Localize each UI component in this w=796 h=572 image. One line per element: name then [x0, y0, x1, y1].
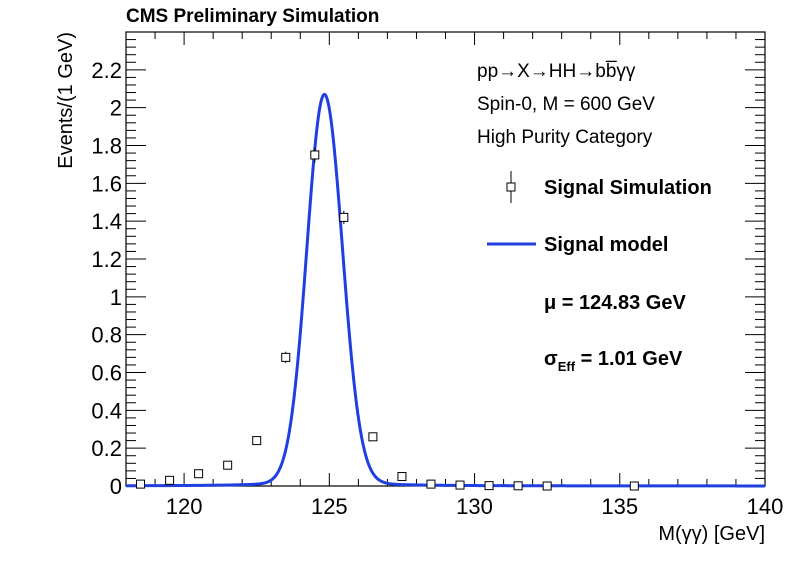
data-point-marker [455, 480, 465, 490]
data-point-marker [542, 481, 552, 491]
x-tick-labels: 120 125 130 135 140 [166, 494, 784, 519]
y-tick-label: 0.8 [91, 323, 122, 348]
y-tick-label: 0.6 [91, 361, 122, 386]
data-point-marker [339, 212, 349, 222]
sigma-value: = 1.01 GeV [575, 348, 683, 370]
data-point [281, 351, 291, 364]
y-tick-label: 2 [110, 96, 122, 121]
x-axis-title: M(γγ) [GeV] [658, 523, 765, 545]
data-point-marker [397, 472, 407, 482]
data-point-marker [310, 150, 320, 160]
legend-simulation: Signal Simulation [506, 171, 712, 203]
y-tick-labels: 0 0.2 0.4 0.6 0.8 1 1.2 1.4 1.6 1.8 2 2.2 [91, 58, 122, 499]
data-point [397, 472, 407, 482]
data-point-marker [136, 479, 146, 489]
x-tick-label: 130 [456, 494, 493, 519]
legend-simulation-label: Signal Simulation [544, 177, 712, 199]
y-tick-label: 0 [110, 474, 122, 499]
data-point [368, 432, 378, 442]
data-point [223, 460, 233, 470]
legend-simulation-marker [506, 182, 516, 192]
y-tick-label: 1.2 [91, 247, 122, 272]
data-point-marker [252, 436, 262, 446]
data-point-marker [629, 481, 639, 491]
x-tick-label: 120 [166, 494, 203, 519]
sigma-symbol: σ [544, 348, 558, 370]
data-point-marker [223, 460, 233, 470]
chart-title: CMS Preliminary Simulation [126, 6, 379, 27]
data-point [252, 436, 262, 446]
data-point [310, 147, 320, 163]
data-point [629, 481, 639, 491]
y-tick-label: 0.2 [91, 436, 122, 461]
data-point [339, 210, 349, 225]
data-point [513, 481, 523, 491]
y-tick-label: 1 [110, 285, 122, 310]
info-line-process: pp→X→HH→bb̅γγ [477, 61, 636, 82]
data-point [484, 481, 494, 491]
x-axis-ticks [125, 32, 766, 486]
data-point [165, 475, 175, 485]
y-tick-label: 0.4 [91, 398, 122, 423]
plot-frame [125, 31, 766, 487]
data-point [136, 479, 146, 489]
y-tick-label: 1.4 [91, 209, 122, 234]
sigma-annotation: σEff = 1.01 GeV [544, 348, 683, 374]
signal-model-curve [126, 92, 765, 488]
data-point [194, 469, 204, 479]
x-tick-label: 125 [311, 494, 348, 519]
legend-model: Signal model [487, 234, 668, 256]
signal-simulation-markers [136, 147, 639, 491]
data-point-marker [368, 432, 378, 442]
x-tick-label: 140 [747, 494, 784, 519]
x-tick-label: 135 [601, 494, 638, 519]
info-line-category: High Purity Category [477, 127, 653, 148]
data-point [426, 479, 436, 489]
y-axis-ticks [126, 31, 765, 487]
data-point-marker [513, 481, 523, 491]
data-point-marker [281, 352, 291, 362]
data-point-marker [426, 479, 436, 489]
info-line-spin: Spin-0, M = 600 GeV [477, 94, 655, 115]
data-point [455, 480, 465, 490]
sigma-subscript: Eff [558, 359, 576, 374]
y-axis-title: Events/(1 GeV) [55, 32, 77, 169]
data-point [542, 481, 552, 491]
data-point-marker [165, 475, 175, 485]
y-tick-label: 2.2 [91, 58, 122, 83]
data-point-marker [194, 469, 204, 479]
y-tick-label: 1.6 [91, 171, 122, 196]
y-tick-label: 1.8 [91, 134, 122, 159]
mu-annotation: μ = 124.83 GeV [544, 292, 686, 314]
legend-model-label: Signal model [544, 234, 668, 256]
data-point-marker [484, 481, 494, 491]
